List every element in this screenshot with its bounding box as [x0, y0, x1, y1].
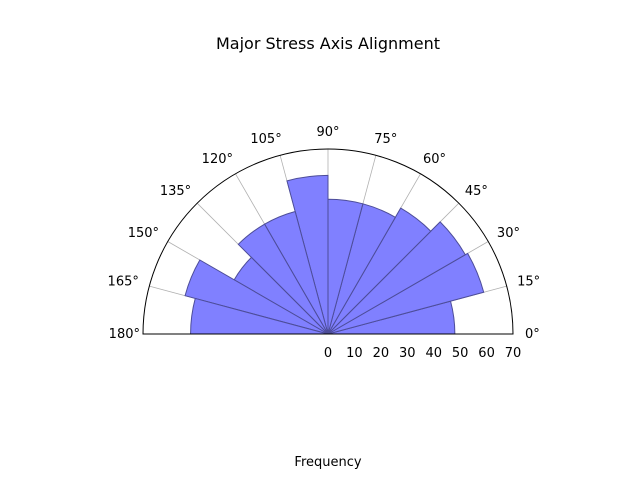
bar-45-60 — [327, 207, 432, 335]
angle-tick-30: 30° — [497, 226, 520, 241]
bars — [184, 174, 485, 335]
angle-tick-105: 105° — [250, 132, 281, 147]
angle-tick-0: 0° — [525, 327, 540, 342]
x-axis-label: Frequency — [294, 455, 361, 470]
bar-15-30 — [327, 252, 485, 335]
angle-tick-135: 135° — [160, 184, 191, 199]
radial-tick-20: 20 — [373, 346, 390, 361]
bar-30-45 — [327, 221, 467, 335]
radial-tick-40: 40 — [425, 346, 442, 361]
angle-tick-75: 75° — [374, 132, 397, 147]
radial-tick-10: 10 — [346, 346, 363, 361]
angle-tick-150: 150° — [128, 226, 159, 241]
angle-tick-15: 15° — [517, 275, 540, 290]
angle-tick-45: 45° — [465, 184, 488, 199]
angle-tick-labels: 0° 15° 30° 45° 60° 75° 90° 105° 120° 135° 150° 165°… — [108, 125, 541, 342]
angle-tick-60: 60° — [423, 152, 446, 167]
radial-tick-60: 60 — [478, 346, 495, 361]
angle-tick-120: 120° — [202, 152, 233, 167]
angle-tick-165: 165° — [108, 275, 139, 290]
bar-120-135 — [237, 223, 329, 335]
chart-title: Major Stress Axis Alignment — [216, 34, 440, 53]
radial-tick-50: 50 — [452, 346, 469, 361]
angle-tick-180: 180° — [109, 327, 140, 342]
radial-tick-labels: 0 10 20 30 40 50 60 70 — [324, 346, 521, 361]
radial-tick-30: 30 — [399, 346, 416, 361]
radial-tick-0: 0 — [324, 346, 332, 361]
radial-tick-70: 70 — [505, 346, 522, 361]
angle-tick-90: 90° — [316, 125, 339, 140]
polar-frame — [142, 148, 514, 335]
bar-150-165 — [184, 259, 329, 335]
